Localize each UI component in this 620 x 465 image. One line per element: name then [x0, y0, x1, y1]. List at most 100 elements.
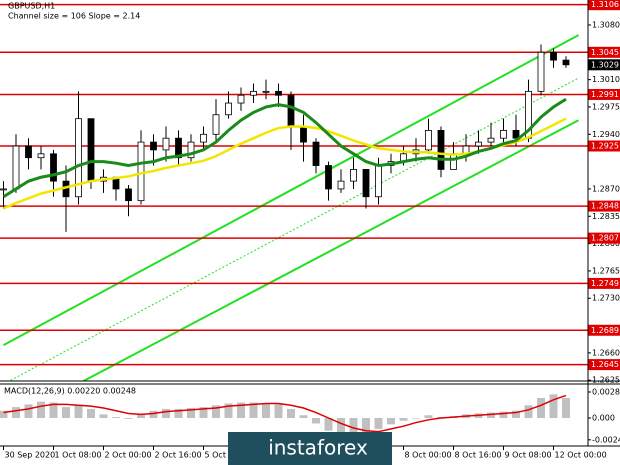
- candle-body: [25, 145, 32, 159]
- x-tick-label: 2 Oct 00:00: [105, 451, 152, 460]
- candle-body: [350, 169, 357, 182]
- macd-bar: [0, 410, 8, 418]
- y-tick-label: 1.3010: [592, 75, 620, 84]
- y-tick-label: 1.2870: [592, 184, 620, 193]
- price-pane: [0, 3, 588, 381]
- candle-body: [425, 129, 432, 151]
- x-tick-label: 9 Oct 08:00: [505, 451, 552, 460]
- candle-body: [287, 94, 295, 127]
- level-label: 1.2925: [591, 141, 619, 150]
- macd-bar: [349, 418, 358, 437]
- level-label: 1.2645: [591, 360, 619, 369]
- level-label: 1.3106: [591, 0, 619, 9]
- candle-body: [37, 153, 45, 159]
- candle-body: [362, 169, 370, 198]
- level-label-box: [588, 232, 620, 244]
- macd-bar: [499, 411, 508, 418]
- macd-bar: [399, 418, 408, 421]
- macd-bar: [137, 414, 145, 418]
- macd-bar: [199, 407, 208, 418]
- macd-bar: [87, 408, 95, 418]
- candle-body: [537, 51, 545, 92]
- x-tick-label: 1 Oct 08:00: [55, 451, 102, 460]
- macd-bar: [149, 410, 158, 418]
- candle-body: [75, 118, 82, 198]
- level-label-box: [588, 88, 620, 100]
- candle-body: [437, 129, 445, 170]
- candle-body: [137, 141, 145, 202]
- macd-label: MACD(12,26,9) 0.00220 0.00248: [4, 387, 136, 396]
- y-tick-label: 1.2765: [592, 266, 620, 275]
- macd-bar: [562, 398, 570, 418]
- macd-bar: [37, 401, 45, 418]
- candle-body: [562, 59, 570, 66]
- macd-bar: [412, 418, 420, 419]
- macd-bar: [187, 408, 195, 418]
- macd-tick-label: 0.000: [592, 414, 615, 423]
- candle-body: [175, 137, 182, 159]
- macd-bar: [274, 404, 283, 418]
- macd-bar: [24, 404, 33, 418]
- candle-body: [487, 137, 495, 143]
- level-label-box: [588, 0, 620, 11]
- candle-body: [225, 102, 232, 116]
- macd-bar: [287, 408, 295, 418]
- candle-body: [450, 153, 457, 170]
- x-tick-label: 12 Oct 00:00: [555, 451, 607, 460]
- macd-bar: [99, 414, 108, 418]
- y-tick-label: 1.2730: [592, 294, 620, 303]
- channel-line: [3, 34, 579, 346]
- macd-bar: [362, 418, 370, 435]
- price-label: 1.3029: [591, 60, 619, 69]
- x-tick-label: 2 Oct 16:00: [155, 451, 202, 460]
- level-label-box: [588, 277, 620, 289]
- macd-bar: [249, 402, 258, 418]
- channel-line: [81, 119, 579, 381]
- macd-bar: [549, 394, 558, 418]
- macd-bar: [299, 415, 308, 418]
- level-label: 1.2689: [591, 326, 619, 335]
- moving-average: [2, 97, 567, 199]
- candle-body: [12, 145, 20, 190]
- macd-bar: [324, 418, 333, 431]
- candle-body: [237, 94, 245, 104]
- macd-bar: [49, 402, 58, 418]
- macd-bar: [387, 418, 395, 425]
- macd-bar: [262, 403, 270, 418]
- candle-body: [337, 180, 345, 190]
- candle-body: [500, 129, 507, 139]
- y-tick-label: 1.2940: [592, 130, 620, 139]
- candle-body: [475, 141, 482, 147]
- macd-tick-label: -0.0024: [592, 435, 620, 444]
- macd-bar: [62, 407, 70, 418]
- price-box: [588, 59, 620, 71]
- macd-bar: [512, 410, 520, 418]
- watermark-box: [228, 432, 392, 465]
- level-label-box: [588, 140, 620, 152]
- y-tick-label: 1.2835: [592, 212, 620, 221]
- x-tick-label: 8 Oct 16:00: [455, 451, 502, 460]
- macd-bar: [312, 418, 320, 424]
- macd-bar: [374, 418, 383, 429]
- level-label-box: [588, 46, 620, 58]
- candle-body: [275, 90, 282, 96]
- candle-body: [312, 141, 320, 166]
- level-label: 1.2749: [591, 279, 619, 288]
- macd-signal: [3, 394, 567, 433]
- macd-bar: [174, 408, 183, 418]
- level-label-box: [588, 359, 620, 371]
- macd-bar: [112, 417, 120, 418]
- macd-bar: [124, 418, 133, 419]
- y-tick-label: 1.2975: [592, 102, 620, 111]
- candle-body: [250, 90, 257, 96]
- candle-body: [375, 165, 382, 198]
- macd-bar: [212, 405, 220, 418]
- watermark-text: instaforex: [268, 436, 368, 460]
- candle-body: [300, 126, 307, 143]
- macd-bar: [162, 408, 170, 418]
- chart-title: GBPUSD,H1: [8, 2, 55, 11]
- macd-bar: [424, 415, 433, 418]
- y-tick-label: 1.2625: [592, 376, 620, 385]
- macd-bar: [524, 405, 533, 418]
